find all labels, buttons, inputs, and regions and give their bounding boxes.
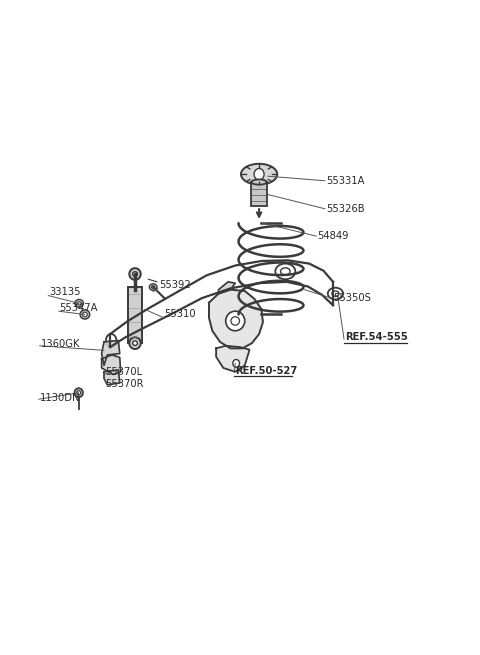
Ellipse shape bbox=[132, 341, 137, 345]
Text: 33135: 33135 bbox=[49, 287, 81, 297]
Ellipse shape bbox=[254, 168, 264, 180]
Ellipse shape bbox=[129, 268, 141, 280]
Polygon shape bbox=[104, 370, 120, 385]
Ellipse shape bbox=[80, 310, 90, 319]
Ellipse shape bbox=[252, 179, 267, 185]
Text: REF.50-527: REF.50-527 bbox=[235, 365, 298, 375]
Text: 1130DN: 1130DN bbox=[39, 393, 80, 403]
Ellipse shape bbox=[149, 284, 157, 290]
Ellipse shape bbox=[328, 288, 343, 299]
Polygon shape bbox=[216, 346, 250, 372]
Ellipse shape bbox=[129, 337, 141, 349]
Text: REF.54-555: REF.54-555 bbox=[345, 332, 408, 343]
Text: 1360GK: 1360GK bbox=[40, 339, 80, 349]
Polygon shape bbox=[218, 282, 235, 293]
Text: 55310: 55310 bbox=[165, 309, 196, 320]
Polygon shape bbox=[102, 341, 120, 365]
Ellipse shape bbox=[77, 302, 81, 305]
Bar bbox=[252, 182, 267, 206]
Ellipse shape bbox=[241, 164, 277, 185]
Ellipse shape bbox=[152, 286, 155, 288]
Text: 55347A: 55347A bbox=[60, 303, 98, 313]
Ellipse shape bbox=[276, 263, 295, 279]
Bar bbox=[128, 287, 142, 343]
Ellipse shape bbox=[83, 312, 87, 317]
Ellipse shape bbox=[74, 388, 83, 398]
Polygon shape bbox=[102, 355, 120, 375]
Text: 55326B: 55326B bbox=[326, 204, 364, 214]
Text: 54849: 54849 bbox=[317, 231, 349, 241]
Ellipse shape bbox=[233, 360, 240, 367]
Ellipse shape bbox=[77, 391, 81, 395]
Text: 55350S: 55350S bbox=[333, 293, 371, 303]
Ellipse shape bbox=[106, 334, 116, 347]
Ellipse shape bbox=[226, 311, 245, 331]
Text: 55370L: 55370L bbox=[106, 367, 143, 377]
Text: 55370R: 55370R bbox=[106, 379, 144, 389]
Text: 55331A: 55331A bbox=[326, 176, 364, 186]
Ellipse shape bbox=[132, 272, 137, 276]
Text: 55392: 55392 bbox=[159, 280, 191, 290]
Ellipse shape bbox=[75, 299, 84, 307]
Polygon shape bbox=[209, 290, 263, 348]
